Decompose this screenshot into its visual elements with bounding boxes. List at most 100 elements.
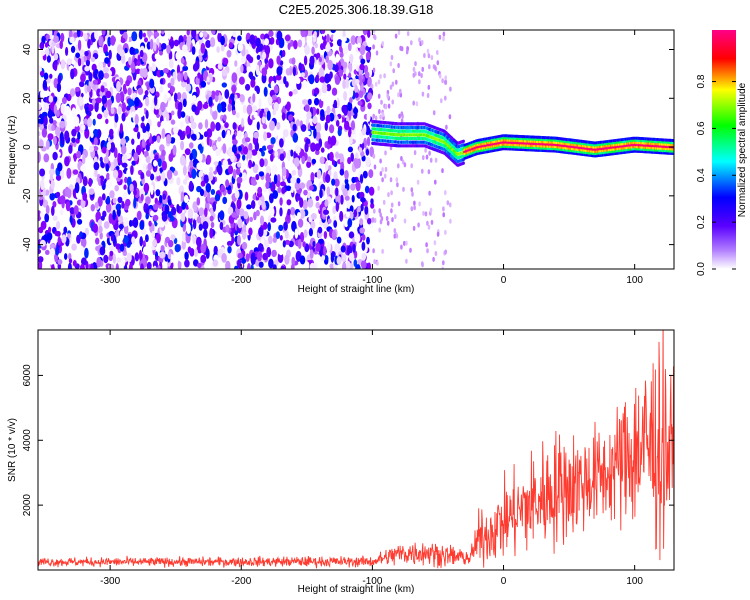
heatmap-cell [224, 89, 230, 99]
heatmap-cell [53, 136, 57, 146]
heatmap-cell [287, 150, 291, 162]
heatmap-cell [230, 231, 234, 238]
heatmap-cell [268, 30, 274, 37]
heatmap-cell [179, 120, 184, 129]
heatmap-cell [215, 90, 220, 96]
heatmap-cell [283, 76, 287, 85]
heatmap-cell [107, 36, 112, 47]
heatmap-cell [171, 194, 178, 206]
heatmap-cell [397, 201, 401, 207]
heatmap-cell [88, 188, 95, 195]
heatmap-cell [206, 60, 212, 68]
heatmap-cell [115, 243, 121, 250]
heatmap-cell [276, 30, 283, 41]
heatmap-cell [241, 55, 246, 64]
heatmap-cell [43, 153, 50, 163]
heatmap-cell [70, 88, 76, 97]
heatmap-cell [261, 201, 266, 210]
heatmap-cell [296, 195, 301, 201]
heatmap-cell [325, 174, 331, 183]
heatmap-cell [206, 76, 210, 83]
heatmap-cell [306, 161, 312, 168]
heatmap-cell [297, 212, 301, 218]
heatmap-cell [161, 213, 168, 222]
heatmap-cell [242, 104, 247, 114]
heatmap-cell [448, 202, 452, 208]
heatmap-cell [237, 218, 243, 229]
heatmap-cell [348, 129, 352, 138]
heatmap-cell [51, 205, 55, 216]
heatmap-cell [424, 211, 428, 217]
heatmap-cell [320, 95, 326, 102]
heatmap-cell [73, 116, 80, 127]
heatmap-cell [205, 248, 210, 259]
heatmap-cell [87, 104, 94, 112]
heatmap-cell [119, 243, 125, 252]
heatmap-cell [331, 229, 337, 241]
heatmap-cell [333, 220, 338, 228]
heatmap-cell [121, 154, 128, 165]
heatmap-cell [286, 199, 292, 206]
heatmap-cell [83, 118, 88, 125]
heatmap-cell [80, 245, 84, 256]
heatmap-cell [372, 44, 375, 50]
heatmap-cell [71, 128, 77, 137]
heatmap-cell [204, 207, 208, 218]
heatmap-cell [325, 114, 331, 124]
heatmap-cell [268, 235, 273, 245]
heatmap-cell [303, 189, 308, 196]
heatmap-cell [145, 213, 149, 220]
heatmap-cell [164, 204, 170, 215]
heatmap-cell [237, 130, 243, 138]
heatmap-cell [154, 53, 160, 60]
heatmap-cell [379, 114, 382, 120]
heatmap-cell [173, 126, 179, 135]
heatmap-cell [133, 197, 137, 209]
heatmap-cell [191, 95, 197, 101]
heatmap-cell [121, 200, 125, 209]
heatmap-cell [38, 104, 42, 110]
heatmap-cell [275, 74, 282, 81]
heatmap-cell [192, 218, 197, 230]
heatmap-cell [326, 242, 331, 252]
heatmap-cell [203, 229, 208, 239]
heatmap-cell [120, 137, 126, 146]
heatmap-cell [38, 152, 41, 163]
heatmap-cell [132, 73, 137, 81]
heatmap-cell [400, 111, 404, 117]
heatmap-cell [95, 237, 100, 245]
heatmap-cell [128, 98, 132, 108]
heatmap-cell [341, 253, 347, 263]
heatmap-cell [110, 161, 115, 172]
heatmap-cell [101, 193, 106, 201]
heatmap-cell [232, 168, 237, 179]
heatmap-cell [86, 85, 92, 93]
heatmap-cell [265, 132, 272, 139]
heatmap-cell [284, 230, 289, 239]
heatmap-cell [230, 151, 235, 163]
heatmap-cell [263, 86, 268, 97]
heatmap-cell [105, 90, 112, 99]
heatmap-cell [345, 78, 349, 89]
heatmap-cell [71, 243, 77, 251]
heatmap-cell [349, 205, 354, 213]
heatmap-cell [212, 110, 218, 120]
heatmap-cell [143, 182, 150, 193]
heatmap-cell [191, 46, 196, 55]
heatmap-cell [367, 30, 371, 38]
heatmap-cell [324, 199, 329, 208]
heatmap-cell [326, 186, 331, 197]
heatmap-cell [142, 132, 149, 141]
heatmap-cell [280, 181, 286, 187]
heatmap-cell [116, 80, 121, 92]
heatmap-cell [295, 120, 301, 127]
heatmap-cell [160, 101, 166, 112]
heatmap-cell [85, 106, 89, 115]
heatmap-cell [240, 64, 244, 73]
heatmap-cell [358, 90, 364, 98]
heatmap-cell [291, 220, 297, 232]
heatmap-cell [259, 209, 266, 218]
heatmap-cell [93, 137, 98, 146]
heatmap-cell [347, 101, 353, 112]
heatmap-cell [320, 109, 325, 118]
